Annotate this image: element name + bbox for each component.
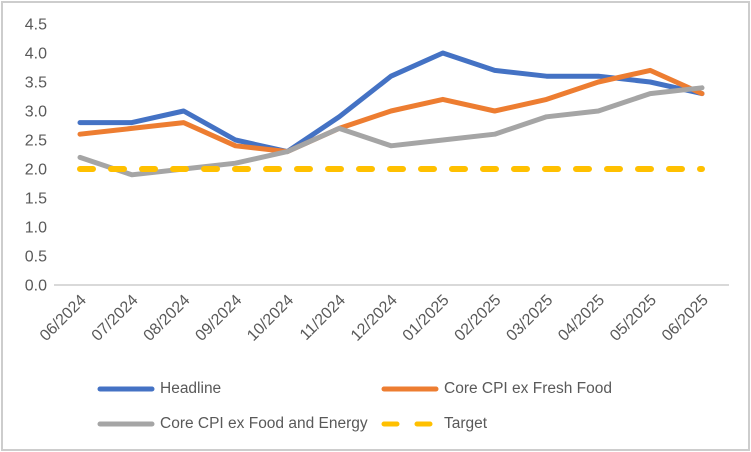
- y-axis-tick-label: 4.0: [25, 46, 47, 63]
- cpi-line-chart: 0.00.51.01.52.02.53.03.54.04.506/202407/…: [25, 17, 729, 345]
- legend-swatch-target-icon: [381, 421, 439, 427]
- legend-swatch-core-fresh-icon: [381, 386, 439, 392]
- legend-label-headline: Headline: [160, 380, 222, 397]
- series-line-headline: [77, 50, 705, 155]
- legend-item-target: Target: [381, 416, 487, 432]
- y-axis-tick-label: 0.5: [25, 249, 47, 266]
- legend-item-core-cpi-ex-food-and-energy: Core CPI ex Food and Energy: [97, 416, 368, 432]
- legend-item-core-cpi-ex-fresh-food: Core CPI ex Fresh Food: [381, 381, 612, 397]
- legend-swatch-headline-icon: [97, 386, 155, 392]
- legend-label-core-cpi-ex-fresh-food: Core CPI ex Fresh Food: [444, 380, 612, 397]
- y-axis-tick-label: 2.0: [25, 162, 47, 179]
- y-axis-tick-label: 2.5: [25, 133, 47, 150]
- y-axis-tick-label: 3.5: [25, 75, 47, 92]
- legend-label-target: Target: [444, 415, 488, 432]
- y-axis-tick-label: 0.0: [25, 278, 47, 295]
- y-axis-tick-label: 1.5: [25, 191, 47, 208]
- y-axis-tick-label: 1.0: [25, 220, 47, 237]
- series-line-core-cpi-ex-fresh-food: [77, 67, 705, 155]
- legend-item-headline: Headline: [97, 381, 221, 397]
- legend-label-core-cpi-ex-food-and-energy: Core CPI ex Food and Energy: [160, 415, 368, 432]
- y-axis-tick-label: 4.5: [25, 17, 47, 34]
- legend-swatch-core-core-icon: [97, 421, 155, 427]
- y-axis-tick-label: 3.0: [25, 104, 47, 121]
